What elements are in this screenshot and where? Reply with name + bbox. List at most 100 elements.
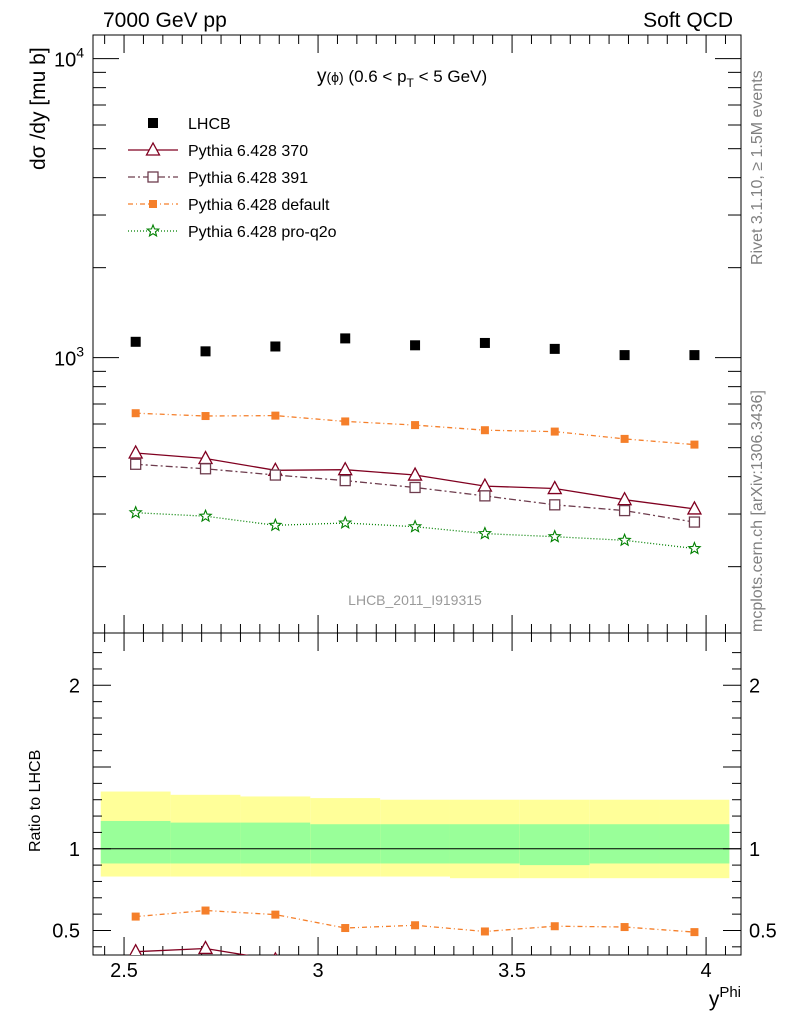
y-tick-label: 104 <box>54 45 84 72</box>
ratio-point-pdefault <box>620 923 629 932</box>
ratio-tick-label-right: 2 <box>749 675 760 697</box>
legend: LHCB Pythia 6.428 370 Pythia 6.428 391 Pyth… <box>128 116 337 241</box>
ratio-y-axis-label: Ratio to LHCB <box>27 750 44 852</box>
series-point-p391 <box>479 490 491 502</box>
ratio-point-p370 <box>129 943 142 955</box>
ratio-point-p370 <box>414 954 416 955</box>
ratio-point-p370 <box>345 954 346 955</box>
ratio-line-p370 <box>135 947 250 955</box>
series-point-pdefault <box>271 411 280 420</box>
data-point-lhcb <box>200 346 211 357</box>
ratio-plot-frame <box>92 632 742 956</box>
data-point-lhcb <box>479 337 490 348</box>
ratio-point-pdefault <box>271 910 280 919</box>
legend-label-p370: Pythia 6.428 370 <box>188 143 308 160</box>
series-point-pq2o <box>477 526 493 540</box>
ratio-tick-label-right: 1 <box>749 839 760 861</box>
legend-marker-pq2o <box>145 223 161 238</box>
ratio-point-pdefault <box>690 928 699 937</box>
x-tick-label: 3.5 <box>498 960 526 982</box>
series-point-p370 <box>547 480 563 495</box>
series-point-p370 <box>686 500 703 515</box>
ratio-point-p370 <box>554 954 555 955</box>
series-point-pq2o <box>617 532 632 547</box>
ratio-point-p370 <box>694 954 695 955</box>
data-point-lhcb <box>619 350 630 361</box>
ratio-point-p370 <box>484 954 486 955</box>
series-point-p391 <box>199 463 212 475</box>
plot-title-phi: (ϕ) <box>327 69 344 85</box>
legend-label-lhcb: LHCB <box>188 116 231 133</box>
series-point-pdefault <box>550 427 559 436</box>
series-point-pq2o <box>128 505 143 519</box>
legend-marker-p370 <box>145 141 161 156</box>
ratio-tick-label-left: 1 <box>69 839 80 861</box>
series-point-pdefault <box>341 417 350 426</box>
ratio-point-pdefault <box>201 906 210 915</box>
legend-marker-lhcb <box>148 118 158 128</box>
ratio-series-group <box>129 906 699 955</box>
series-point-p391 <box>130 458 142 470</box>
ratio-point-p370 <box>624 954 625 955</box>
x-tick-label: 2.5 <box>110 960 138 982</box>
ratio-tick-label-right: 0.5 <box>749 920 777 942</box>
series-point-pq2o <box>268 517 283 532</box>
series-point-pdefault <box>201 412 210 421</box>
plot-title-cut-end: < 5 GeV) <box>414 67 487 86</box>
y-axis-label: dσ /dy [mu b] <box>27 47 50 170</box>
series-point-pdefault <box>131 409 140 418</box>
band-inner-bin <box>170 822 241 864</box>
band-inner-bin <box>100 820 171 864</box>
series-point-p391 <box>688 516 701 528</box>
ratio-point-pdefault <box>131 912 140 921</box>
band-inner-bin <box>380 824 450 864</box>
series-line-p370 <box>135 452 695 510</box>
band-inner-bin <box>519 824 590 866</box>
header-energy: 7000 GeV pp <box>103 9 227 32</box>
series-point-pq2o <box>198 508 213 523</box>
series-point-pq2o <box>407 519 423 533</box>
x-axis-label: yPhi <box>709 984 741 1011</box>
ratio-point-pdefault <box>411 921 420 930</box>
x-axis-label-base: y <box>709 988 720 1011</box>
series-point-p370 <box>407 466 423 481</box>
series-point-pq2o <box>547 529 562 543</box>
ratio-tick-label-left: 2 <box>69 675 80 697</box>
series-point-pq2o <box>338 515 353 530</box>
series-point-p391 <box>339 474 351 487</box>
ratio-uncertainty-bands <box>100 791 730 879</box>
series-point-pdefault <box>620 434 629 443</box>
series-layer <box>128 333 703 555</box>
ratio-point-pdefault <box>480 927 489 936</box>
rivet-label: Rivet 3.1.10, ≥ 1.5M events <box>749 70 766 265</box>
ratio-point-pdefault <box>550 922 559 931</box>
series-point-p370 <box>337 461 353 476</box>
series-point-p391 <box>409 481 421 494</box>
legend-marker-p391 <box>147 171 159 183</box>
analysis-watermark: LHCB_2011_I919315 <box>348 592 482 608</box>
y-tick-label: 103 <box>54 344 84 371</box>
x-axis-label-sup: Phi <box>719 984 741 1001</box>
band-inner-bin <box>449 824 520 864</box>
series-point-pq2o <box>687 541 702 555</box>
band-inner-bin <box>240 822 311 864</box>
legend-label-pdefault: Pythia 6.428 default <box>188 197 330 214</box>
ratio-point-p370 <box>273 951 278 955</box>
mcplots-label: mcplots.cern.ch [arXiv:1306.3436] <box>749 390 766 632</box>
series-point-p391 <box>269 469 282 481</box>
data-point-lhcb <box>689 350 700 361</box>
data-point-lhcb <box>549 343 560 354</box>
data-point-lhcb <box>340 333 351 344</box>
header-process: Soft QCD <box>643 9 733 32</box>
series-point-p391 <box>549 499 561 511</box>
series-point-p370 <box>617 491 633 506</box>
x-tick-label: 3 <box>312 960 323 982</box>
band-inner-bin <box>659 824 730 864</box>
ratio-point-pdefault <box>341 924 350 933</box>
x-tick-label: 4 <box>701 960 712 982</box>
series-point-pdefault <box>480 426 489 435</box>
ratio-point-p370 <box>197 940 214 955</box>
series-point-pdefault <box>690 440 699 449</box>
series-point-p391 <box>618 504 631 517</box>
legend-marker-pdefault <box>149 200 157 208</box>
